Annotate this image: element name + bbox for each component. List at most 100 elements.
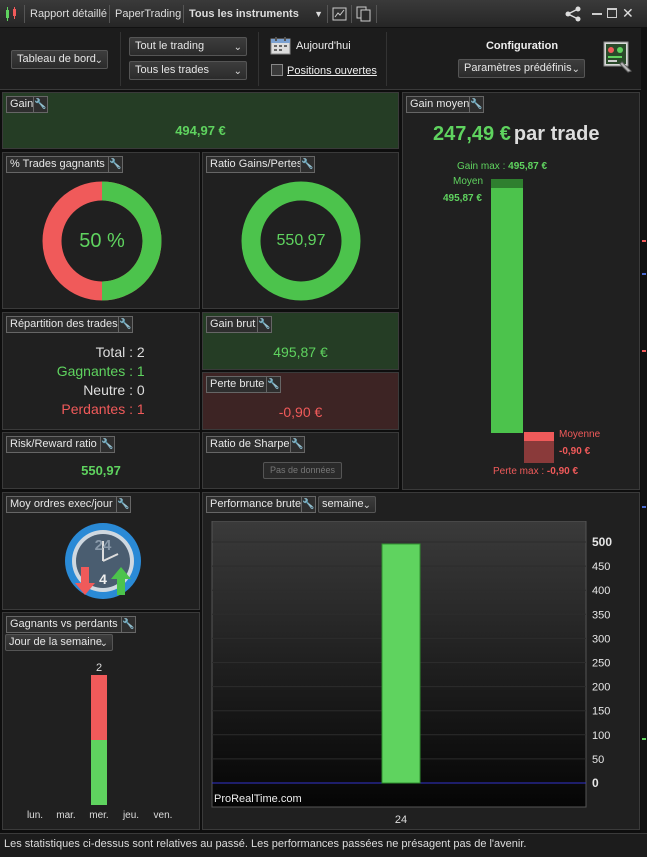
minimize-icon[interactable]: [592, 13, 602, 15]
avg-value: 495,87 €: [443, 193, 482, 204]
clock-number: 24: [94, 537, 112, 554]
loss-max-value: -0,90 €: [546, 466, 579, 477]
max-gain-label: Gain max : 495,87 €: [457, 161, 547, 172]
wrench-icon[interactable]: 🔧: [121, 616, 136, 633]
config-select-value: Paramètres prédéfinis: [464, 62, 572, 74]
chevron-down-icon: ⌄: [233, 42, 242, 53]
panel-title: Gain brut: [206, 316, 260, 333]
config-select[interactable]: Paramètres prédéfinis ⌄: [458, 59, 585, 78]
wrench-icon[interactable]: 🔧: [257, 316, 272, 333]
y-tick-label: 400: [592, 585, 610, 597]
perf-period-select[interactable]: semaine ⌄: [318, 496, 376, 513]
total-value: 2: [136, 344, 145, 360]
instruments-dropdown[interactable]: Tous les instruments ▼: [184, 4, 327, 24]
gvp-period-select[interactable]: Jour de la semaine ⌄: [5, 634, 113, 651]
perf-period-value: semaine: [322, 498, 364, 510]
no-data-button[interactable]: Pas de données: [263, 462, 342, 479]
avg-label: Moyen: [453, 176, 484, 187]
gvp-bar: [91, 675, 107, 740]
y-tick-label: 200: [592, 682, 610, 694]
y-tick-label: 50: [592, 754, 604, 766]
loss-max-label: Perte max : -0,90 €: [493, 466, 578, 477]
calendar-icon[interactable]: [270, 36, 291, 55]
copy-icon[interactable]: [356, 6, 372, 22]
ratio-panel: Ratio Gains/Pertes 🔧 550,97: [202, 152, 399, 309]
neutral-row: Neutre : 0: [3, 381, 201, 400]
status-bar: Les statistiques ci-dessus sont relative…: [0, 833, 647, 857]
perf-chart: 0 50 100 150 200 250 300 350 400 450 500 24: [211, 521, 612, 826]
loss-label: Perdantes :: [61, 401, 133, 417]
trading-select-value: Tout le trading: [135, 40, 205, 52]
risk-reward-value: 550,97: [81, 463, 121, 478]
y-tick-label: 450: [592, 561, 610, 573]
wrench-icon[interactable]: 🔧: [108, 156, 123, 173]
win-pct-panel: % Trades gagnants 🔧 50 %: [2, 152, 200, 309]
wrench-icon[interactable]: 🔧: [469, 96, 484, 113]
loss-avg-value: -0,90 €: [559, 446, 591, 457]
sharpe-panel: Ratio de Sharpe 🔧 Pas de données: [202, 432, 399, 489]
view-select[interactable]: Tableau de bord ⌄: [11, 50, 108, 69]
win-row: Gagnantes : 1: [3, 362, 201, 381]
ratio-value: 550,97: [276, 232, 326, 249]
panel-title: Risk/Reward ratio: [6, 436, 101, 453]
avg-gain-value: 247,49 €: [433, 123, 511, 145]
chevron-down-icon: ⌄: [571, 64, 580, 75]
day-label: mer.: [89, 810, 108, 821]
clock-orders-icon: [65, 523, 141, 599]
trades-select-value: Tous les trades: [135, 64, 209, 76]
strip-mark: [642, 506, 646, 508]
share-icon[interactable]: [565, 6, 581, 22]
moy-ordres-panel: Moy ordres exec/jour 🔧 24 4: [2, 492, 200, 610]
today-label[interactable]: Aujourd'hui: [296, 40, 351, 52]
wrench-icon[interactable]: 🔧: [301, 496, 316, 513]
view-select-value: Tableau de bord: [17, 53, 96, 65]
win-pct-donut: [42, 181, 162, 301]
toolbar: Tableau de bord ⌄ Tout le trading ⌄ Tous l…: [0, 28, 647, 90]
loss-max-text: Perte max :: [493, 466, 545, 477]
chart-export-icon[interactable]: [332, 6, 348, 22]
y-tick-label: 150: [592, 706, 610, 718]
gain-brut-value: 495,87 €: [273, 344, 328, 360]
wrench-icon[interactable]: 🔧: [290, 436, 305, 453]
y-tick-label: 350: [592, 609, 610, 621]
perte-brute-value: -0,90 €: [278, 404, 323, 420]
candlestick-icon: [4, 7, 20, 21]
open-positions-checkbox[interactable]: [271, 64, 283, 76]
gain-moyen-panel: Gain moyen 🔧 247,49 € par trade Gain max…: [402, 92, 640, 490]
wrench-icon[interactable]: 🔧: [116, 496, 131, 513]
trades-select[interactable]: Tous les trades ⌄: [129, 61, 247, 80]
title-bar: Rapport détaillé PaperTrading Tous les i…: [0, 0, 647, 28]
win-pct-value: 50 %: [79, 230, 125, 252]
background-chart-strip: [641, 28, 647, 833]
gain-value: 494,97 €: [175, 123, 226, 138]
wrench-icon[interactable]: 🔧: [33, 96, 48, 113]
total-row: Total : 2: [3, 343, 201, 362]
panel-title: Moy ordres exec/jour: [6, 496, 117, 513]
trading-select[interactable]: Tout le trading ⌄: [129, 37, 247, 56]
wrench-icon[interactable]: 🔧: [100, 436, 115, 453]
wrench-icon[interactable]: 🔧: [118, 316, 133, 333]
open-positions-label[interactable]: Positions ouvertes: [287, 65, 377, 77]
tab-account[interactable]: PaperTrading: [115, 8, 182, 20]
day-label: jeu.: [122, 810, 139, 821]
chevron-down-icon: ⌄: [94, 55, 103, 66]
gvp-bar: [91, 740, 107, 805]
tab-rapport-detaille[interactable]: Rapport détaillé: [30, 8, 108, 20]
gvp-panel: Gagnants vs perdants 🔧 Jour de la semain…: [2, 612, 200, 830]
maximize-icon[interactable]: [607, 8, 617, 18]
config-settings-icon[interactable]: [603, 41, 633, 73]
gvp-period-value: Jour de la semaine: [9, 636, 102, 648]
loss-value: 1: [136, 401, 145, 417]
loss-row: Perdantes : 1: [3, 400, 201, 419]
avg-gain-bar: [491, 179, 523, 433]
repartition-panel: Répartition des trades 🔧 Total : 2 Gagna…: [2, 312, 200, 430]
ratio-donut: [241, 181, 361, 301]
avg-gain-headline: 247,49 € par trade: [433, 123, 600, 146]
strip-mark: [642, 273, 646, 275]
wrench-icon[interactable]: 🔧: [300, 156, 315, 173]
panel-title: Répartition des trades: [6, 316, 122, 333]
wrench-icon[interactable]: 🔧: [266, 376, 281, 393]
repartition-table: Total : 2 Gagnantes : 1 Neutre : 0 Perda…: [3, 343, 201, 419]
instruments-label: Tous les instruments: [189, 8, 299, 20]
close-icon[interactable]: ✕: [622, 5, 634, 21]
